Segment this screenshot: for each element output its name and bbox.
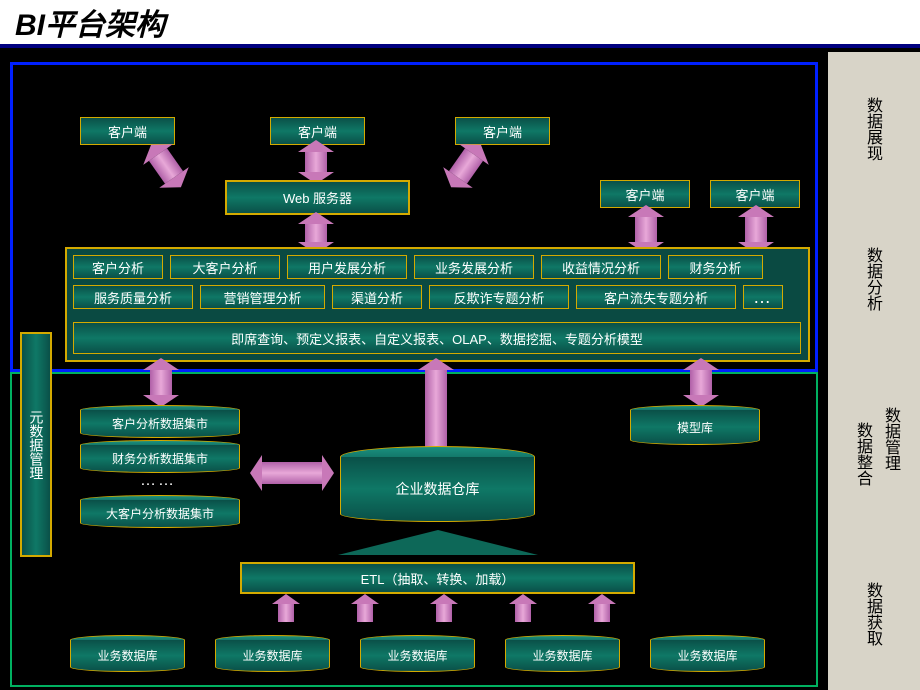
arrow-up-icon xyxy=(515,604,531,622)
analysis-item: 大客户分析 xyxy=(170,255,280,279)
arrow-icon xyxy=(425,370,447,450)
analysis-item: 反欺诈专题分析 xyxy=(429,285,569,309)
arrow-up-icon xyxy=(357,604,373,622)
client-box: 客户端 xyxy=(600,180,690,208)
dots-icon: …… xyxy=(140,472,176,490)
etl-box: ETL（抽取、转换、加载） xyxy=(240,562,635,594)
arrow-icon xyxy=(745,217,767,242)
analysis-item: 营销管理分析 xyxy=(200,285,325,309)
analysis-tools: 即席查询、预定义报表、自定义报表、OLAP、数据挖掘、专题分析模型 xyxy=(73,322,801,354)
sidebar-label-display: 数据展现 xyxy=(863,97,882,161)
analysis-item: 客户分析 xyxy=(73,255,163,279)
analysis-item: 业务发展分析 xyxy=(414,255,534,279)
sidebar-label-acquire: 数据获取 xyxy=(863,582,882,646)
arrow-up-icon xyxy=(436,604,452,622)
data-mart-cylinder: 客户分析数据集市 xyxy=(80,410,240,438)
source-db-cylinder: 业务数据库 xyxy=(650,640,765,672)
model-lib-cylinder: 模型库 xyxy=(630,410,760,445)
client-box: 客户端 xyxy=(710,180,800,208)
analysis-item: 渠道分析 xyxy=(332,285,422,309)
sidebar-label-analysis: 数据分析 xyxy=(863,247,882,311)
arrow-icon xyxy=(305,152,327,172)
sidebar-label-integrate: 数据整合 xyxy=(853,422,872,486)
analysis-item: 财务分析 xyxy=(668,255,763,279)
sidebar-label-manage: 数据管理 xyxy=(881,407,900,471)
arrow-icon xyxy=(635,217,657,242)
source-db-cylinder: 业务数据库 xyxy=(360,640,475,672)
web-server-box: Web 服务器 xyxy=(225,180,410,215)
arrow-icon xyxy=(150,370,172,395)
warehouse-cylinder: 企业数据仓库 xyxy=(340,457,535,522)
sidebar: 数据展现 数据分析 数据整合 数据管理 数据获取 xyxy=(828,52,920,690)
page-title: BI平台架构 xyxy=(15,0,165,44)
analysis-item: 收益情况分析 xyxy=(541,255,661,279)
page-title-bar: BI平台架构 xyxy=(0,0,920,48)
analysis-item: 服务质量分析 xyxy=(73,285,193,309)
triangle-up-icon xyxy=(338,530,538,555)
analysis-item: 用户发展分析 xyxy=(287,255,407,279)
source-db-cylinder: 业务数据库 xyxy=(505,640,620,672)
metadata-box: 元数据管理 xyxy=(20,332,52,557)
data-mart-cylinder: 大客户分析数据集市 xyxy=(80,500,240,528)
analysis-more: … xyxy=(743,285,783,309)
arrow-icon xyxy=(262,462,322,484)
data-mart-cylinder: 财务分析数据集市 xyxy=(80,445,240,473)
arrow-up-icon xyxy=(594,604,610,622)
analysis-item: 客户流失专题分析 xyxy=(576,285,736,309)
arrow-up-icon xyxy=(278,604,294,622)
diagram-canvas: 客户端 客户端 客户端 Web 服务器 客户端 客户端 客户分析 大客户分析 用… xyxy=(0,52,828,690)
arrow-icon xyxy=(690,370,712,395)
arrow-icon xyxy=(305,224,327,242)
source-db-cylinder: 业务数据库 xyxy=(215,640,330,672)
source-db-cylinder: 业务数据库 xyxy=(70,640,185,672)
